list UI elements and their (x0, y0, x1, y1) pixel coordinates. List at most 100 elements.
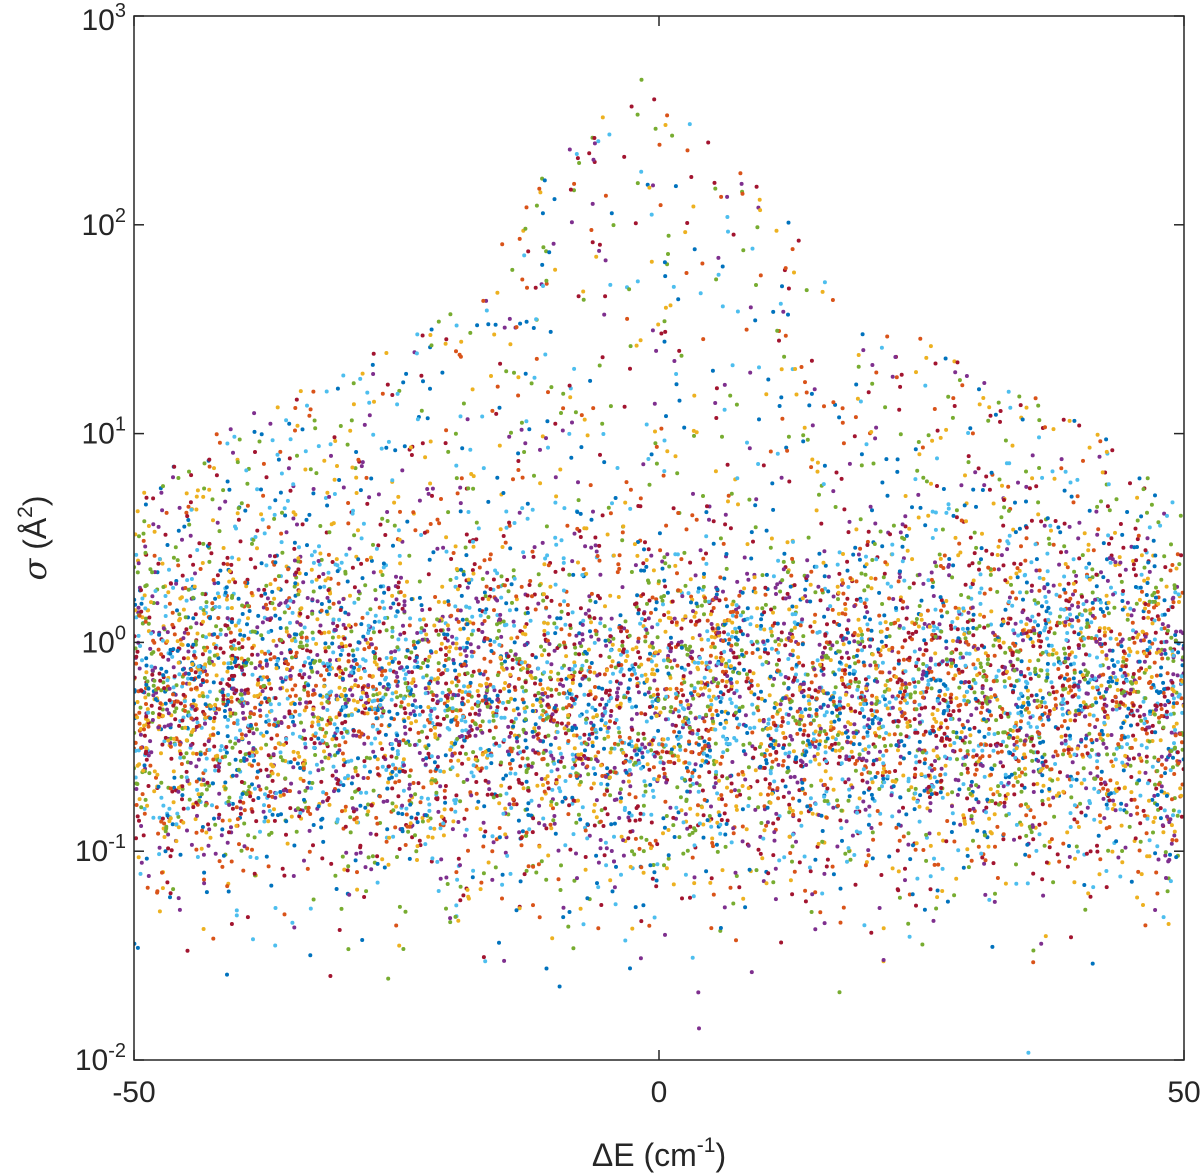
scatter-point (195, 720, 200, 725)
scatter-point (915, 468, 920, 473)
scatter-point (1025, 634, 1030, 639)
scatter-point (729, 789, 734, 794)
scatter-point (1091, 548, 1096, 553)
scatter-point (358, 850, 363, 855)
scatter-point (633, 836, 638, 841)
scatter-point (908, 695, 913, 700)
scatter-point (371, 351, 376, 356)
scatter-point (808, 807, 813, 812)
scatter-point (382, 590, 387, 595)
scatter-point (1127, 824, 1132, 829)
scatter-point (1112, 605, 1117, 610)
scatter-point (390, 786, 395, 791)
scatter-point (835, 733, 840, 737)
scatter-point (464, 553, 469, 558)
scatter-point (327, 672, 331, 677)
scatter-point (820, 829, 825, 833)
scatter-point (391, 808, 396, 813)
scatter-point (741, 896, 746, 901)
scatter-point (897, 569, 902, 574)
scatter-point (916, 624, 921, 629)
scatter-point (482, 656, 487, 661)
scatter-point (755, 779, 760, 784)
scatter-point (725, 215, 730, 219)
scatter-point (204, 672, 209, 677)
scatter-point (451, 658, 456, 662)
scatter-point (283, 600, 288, 605)
scatter-point (822, 645, 827, 650)
scatter-point (442, 600, 447, 605)
scatter-point (1063, 562, 1068, 566)
scatter-point (608, 404, 613, 409)
scatter-point (306, 655, 311, 660)
scatter-point (445, 882, 450, 886)
scatter-point (650, 699, 655, 704)
scatter-point (918, 336, 923, 341)
scatter-point (511, 568, 516, 573)
scatter-point (612, 885, 617, 890)
scatter-point (822, 549, 827, 554)
scatter-point (470, 654, 474, 659)
scatter-point (325, 595, 330, 600)
scatter-point (921, 662, 926, 666)
scatter-point (1077, 556, 1082, 561)
scatter-point (279, 676, 284, 681)
scatter-point (787, 479, 792, 484)
scatter-point (1074, 573, 1079, 578)
scatter-point (140, 792, 145, 797)
scatter-point (1081, 602, 1086, 607)
scatter-point (285, 841, 290, 846)
scatter-point (1057, 675, 1062, 680)
scatter-point (225, 840, 230, 845)
scatter-point (955, 757, 959, 762)
scatter-point (585, 433, 590, 438)
scatter-point (1001, 764, 1005, 769)
scatter-point (163, 701, 168, 706)
scatter-point (686, 662, 691, 667)
scatter-point (355, 870, 359, 875)
scatter-point (1101, 575, 1106, 580)
scatter-point (1099, 769, 1104, 774)
scatter-point (144, 757, 149, 762)
scatter-point (339, 730, 344, 735)
scatter-point (636, 611, 641, 616)
scatter-point (672, 729, 677, 734)
scatter-point (914, 660, 919, 665)
scatter-point (591, 766, 596, 771)
scatter-point (588, 378, 593, 383)
scatter-point (833, 748, 838, 753)
scatter-point (905, 605, 910, 610)
scatter-point (310, 720, 315, 725)
scatter-point (638, 655, 642, 660)
scatter-point (846, 530, 851, 535)
scatter-point (730, 613, 735, 618)
scatter-point (1097, 629, 1102, 633)
scatter-point (968, 585, 973, 590)
scatter-point (704, 561, 709, 566)
scatter-point (653, 607, 658, 612)
scatter-point (552, 814, 557, 818)
scatter-point (1160, 823, 1165, 828)
scatter-point (392, 523, 397, 528)
scatter-point (522, 706, 527, 711)
scatter-point (950, 811, 955, 816)
scatter-point (633, 818, 638, 823)
scatter-point (181, 636, 186, 641)
scatter-point (550, 787, 555, 792)
scatter-point (137, 818, 141, 823)
scatter-point (677, 730, 682, 735)
scatter-point (801, 663, 806, 668)
scatter-point (186, 518, 191, 522)
scatter-point (883, 405, 888, 410)
scatter-point (157, 671, 162, 676)
scatter-point (282, 873, 287, 878)
scatter-point (218, 632, 223, 637)
scatter-point (469, 632, 474, 637)
scatter-point (476, 526, 481, 531)
scatter-point (504, 773, 508, 778)
scatter-point (401, 380, 406, 385)
scatter-point (278, 793, 283, 798)
scatter-point (572, 660, 577, 665)
scatter-point (391, 543, 395, 548)
scatter-point (1066, 581, 1071, 586)
